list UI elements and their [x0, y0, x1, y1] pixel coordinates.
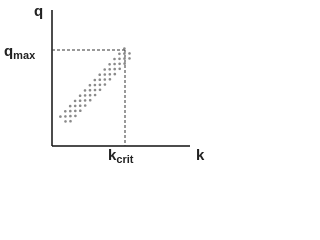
k-crit-subscript: crit: [116, 154, 133, 166]
point: [93, 83, 97, 87]
k-crit-base: k: [108, 147, 117, 164]
point: [103, 83, 107, 86]
point: [68, 104, 72, 108]
q-max-base: q: [4, 43, 13, 60]
point: [118, 67, 121, 71]
q-max-label: qmax: [4, 43, 36, 62]
point: [108, 63, 111, 66]
point: [123, 57, 126, 60]
point: [88, 88, 92, 92]
point: [113, 62, 116, 66]
point: [108, 78, 112, 81]
point-band: [59, 47, 131, 123]
y-axis-label: q: [34, 3, 43, 20]
point: [93, 88, 97, 92]
k-crit-label: kcrit: [108, 147, 134, 166]
point: [113, 72, 117, 76]
point: [64, 110, 67, 113]
point: [79, 109, 82, 112]
point: [88, 93, 92, 97]
point: [83, 99, 87, 102]
point: [64, 115, 67, 118]
point: [69, 119, 72, 123]
point: [88, 98, 92, 102]
point: [73, 99, 77, 103]
point: [123, 62, 126, 65]
point: [78, 94, 82, 97]
point: [69, 114, 72, 118]
point: [83, 104, 87, 107]
point: [98, 88, 102, 92]
point: [83, 94, 87, 97]
point: [64, 120, 67, 123]
point: [98, 83, 102, 87]
point: [118, 52, 121, 56]
point: [123, 47, 126, 50]
point: [103, 73, 107, 76]
point: [123, 52, 126, 55]
point: [113, 57, 116, 61]
point: [78, 99, 82, 102]
point: [83, 89, 87, 92]
point: [118, 57, 121, 61]
point: [88, 83, 92, 87]
x-axis-label: k: [196, 147, 205, 164]
point: [108, 73, 112, 76]
page: {"axes": {"y_label": "q", "x_label": "k"…: [4, 3, 205, 166]
point: [103, 78, 107, 81]
point: [78, 104, 82, 107]
point: [108, 68, 111, 71]
point: [113, 67, 116, 71]
point: [73, 104, 77, 108]
point: [128, 57, 131, 60]
point: [74, 114, 77, 118]
point: [128, 52, 131, 55]
point: [93, 93, 97, 97]
point: [98, 73, 101, 76]
q-max-subscript: max: [13, 50, 36, 62]
point: [98, 78, 102, 81]
diagram: q k qmax kcrit: [4, 3, 205, 166]
point: [59, 115, 62, 118]
point: [69, 109, 72, 113]
point: [118, 62, 121, 66]
point: [93, 78, 97, 82]
point: [103, 68, 106, 71]
point: [74, 109, 77, 113]
